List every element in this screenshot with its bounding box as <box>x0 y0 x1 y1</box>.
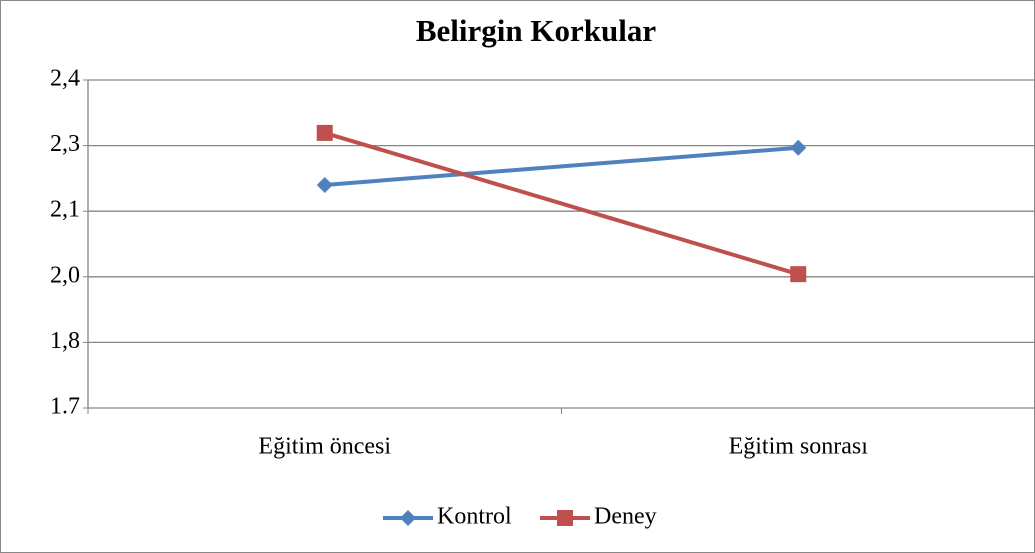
line <box>324 145 799 187</box>
y-tick-label: 2,3 <box>50 131 80 157</box>
y-tick-label: 1,8 <box>50 328 80 354</box>
marker <box>316 124 333 141</box>
y-tick-label: 2,0 <box>50 262 80 288</box>
legend-marker <box>400 510 416 526</box>
marker <box>790 139 807 156</box>
marker <box>790 266 807 283</box>
legend-label: Deney <box>594 504 657 530</box>
x-tick-label: Eğitim öncesi <box>258 434 391 460</box>
line <box>324 131 799 277</box>
chart-title: Belirgin Korkular <box>416 13 656 48</box>
legend-marker <box>557 510 573 526</box>
y-tick-label: 2,4 <box>50 66 80 92</box>
y-tick-label: 2,1 <box>50 197 80 223</box>
marker <box>316 176 333 193</box>
legend-label: Kontrol <box>437 504 512 530</box>
x-tick-label: Eğitim sonrası <box>729 434 869 460</box>
y-tick-label: 1.7 <box>50 394 80 420</box>
